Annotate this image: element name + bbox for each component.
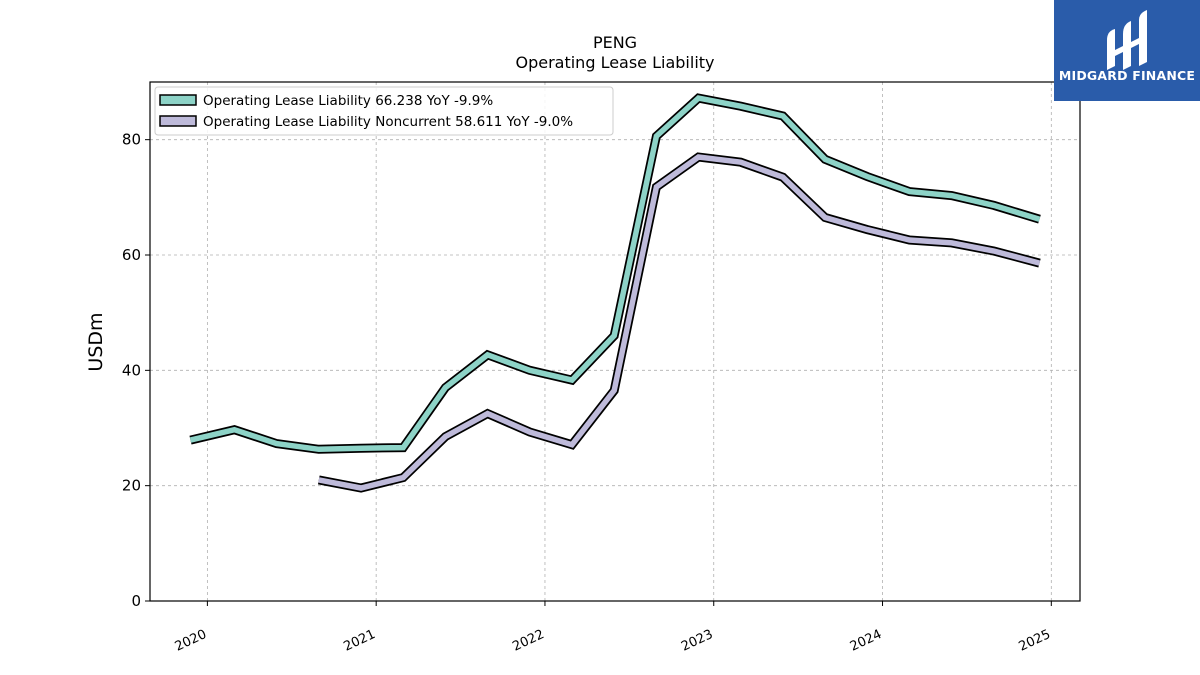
y-tick-label: 80 [122,131,141,149]
y-tick-label: 60 [122,246,141,264]
series-line-0 [189,95,1041,453]
chart-subtitle: Operating Lease Liability [515,53,714,72]
y-tick-label: 0 [131,592,141,610]
legend-label-operating-lease-liability: Operating Lease Liability 66.238 YoY -9.… [203,93,493,109]
series-line-1 [318,154,1041,491]
plot-frame [149,81,1081,602]
y-axis-label: USDm [85,312,107,371]
legend-label-operating-lease-liability-noncurrent: Operating Lease Liability Noncurrent 58.… [203,114,573,130]
chart-title: PENG [593,33,637,52]
y-tick-label: 20 [122,477,141,495]
legend-swatch-operating-lease-liability [159,94,197,106]
series-layer [189,93,1041,493]
midgard-finance-logo: MIDGARD FINANCE [1054,0,1200,101]
logo-mark-icon [1107,10,1147,70]
series-1 [317,152,1041,493]
legend: Operating Lease Liability 66.238 YoY -9.… [154,86,614,136]
legend-swatch-operating-lease-liability-noncurrent [159,115,197,127]
series-0 [189,93,1041,454]
legend-box [154,86,614,136]
y-tick-label: 40 [122,361,141,379]
logo-text: MIDGARD FINANCE [1059,68,1195,83]
